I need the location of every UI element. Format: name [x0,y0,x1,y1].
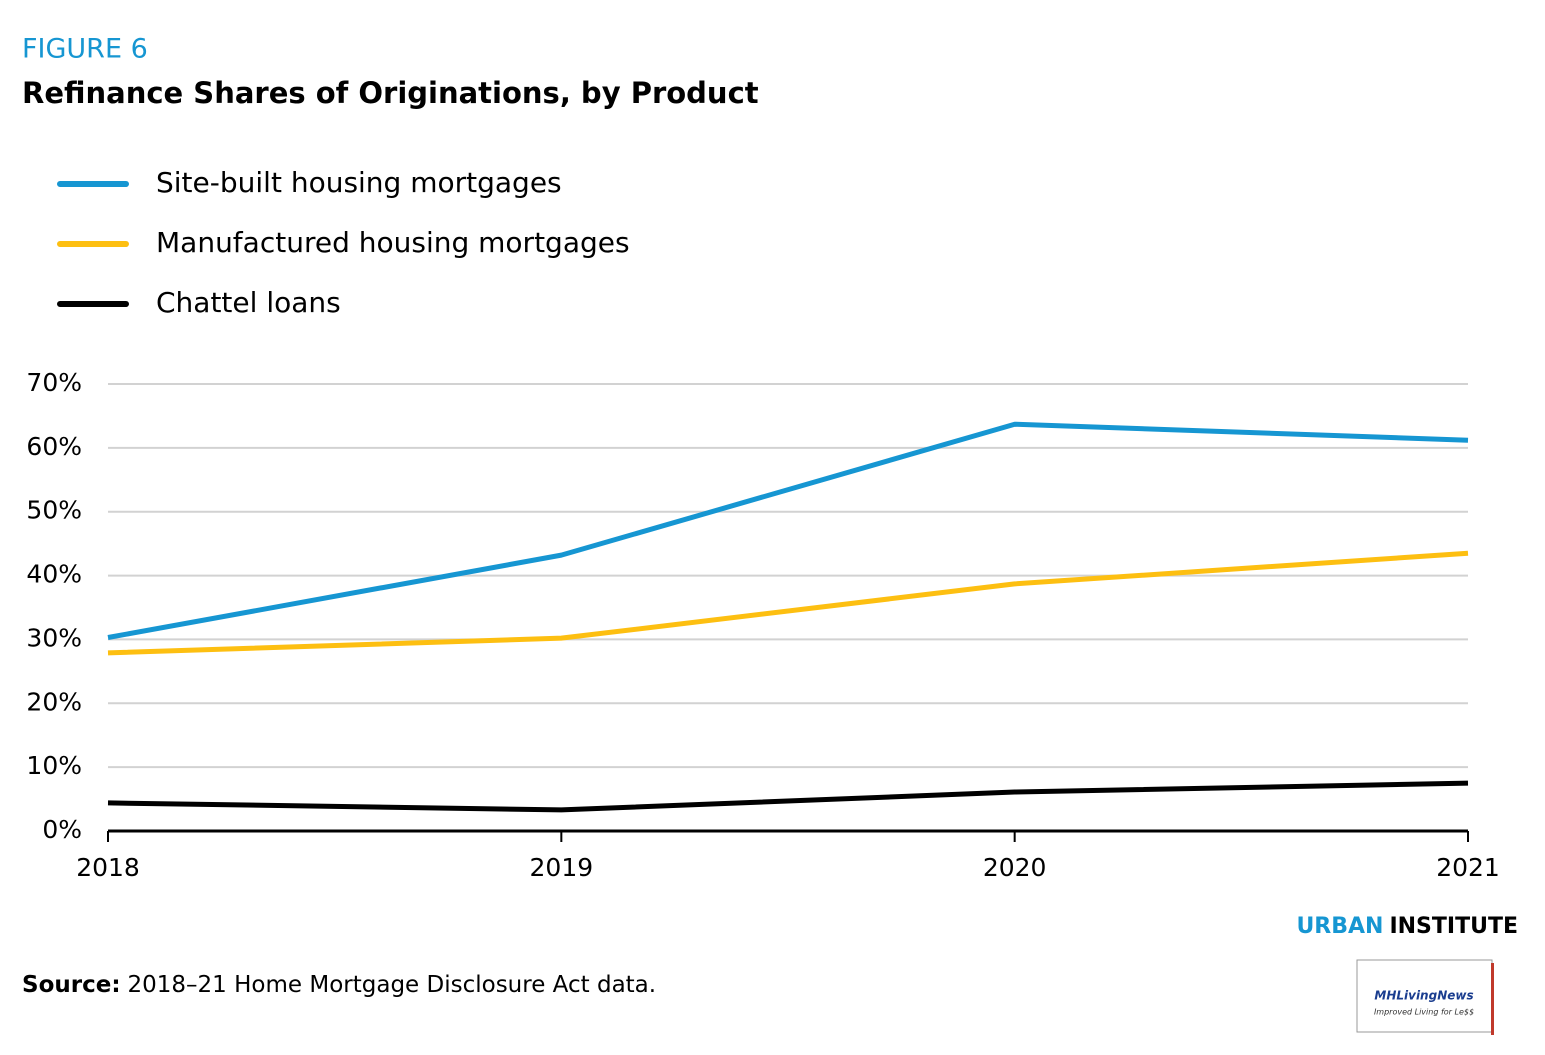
y-tick-label: 60% [26,432,82,461]
figure-label: FIGURE 6 [22,34,148,65]
branding: URBAN INSTITUTE [1296,914,1518,939]
watermark-box [1356,959,1493,1033]
legend-label: Site-built housing mortgages [156,166,562,199]
y-tick-label: 0% [42,815,82,844]
legend-label: Manufactured housing mortgages [156,226,630,259]
series-line [107,421,1469,640]
x-tick-label: 2020 [983,853,1047,882]
brand-first: URBAN [1296,914,1383,939]
series-line [107,780,1469,813]
y-tick-label: 30% [26,623,82,652]
series-line [107,550,1469,656]
source-note: Source: 2018–21 Home Mortgage Disclosure … [22,972,656,998]
chart-title: Refinance Shares of Originations, by Pro… [22,76,759,110]
source-text: 2018–21 Home Mortgage Disclosure Act dat… [128,972,657,998]
watermark-name: MHLivingNews [1374,989,1473,1003]
y-tick-label: 70% [26,368,82,397]
y-tick-label: 40% [26,560,82,589]
watermark-shadow [1491,963,1494,1035]
y-tick-label: 20% [26,687,82,716]
brand-second: INSTITUTE [1389,914,1518,939]
source-label: Source: [22,972,121,998]
x-tick-label: 2019 [530,853,594,882]
x-tick-label: 2018 [76,853,140,882]
watermark-tagline: Improved Living for Le$$ [1374,1008,1474,1017]
x-tick-label: 2021 [1436,853,1500,882]
y-tick-label: 10% [26,751,82,780]
watermark: MHLivingNews Improved Living for Le$$ [1356,959,1494,1035]
legend-label: Chattel loans [156,286,341,319]
y-tick-label: 50% [26,496,82,525]
